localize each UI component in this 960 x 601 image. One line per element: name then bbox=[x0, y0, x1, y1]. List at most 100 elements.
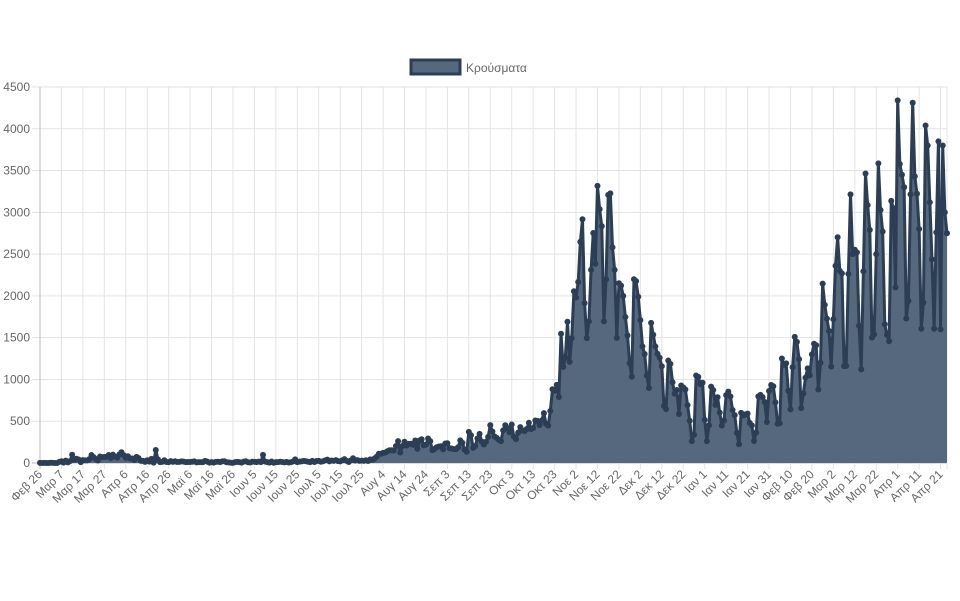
data-point bbox=[796, 356, 803, 363]
data-point bbox=[656, 354, 663, 361]
data-point bbox=[444, 440, 451, 447]
data-point bbox=[639, 343, 646, 350]
data-point bbox=[886, 338, 893, 345]
data-point bbox=[712, 401, 719, 408]
data-point bbox=[920, 299, 927, 306]
data-point bbox=[898, 171, 905, 178]
data-point bbox=[753, 429, 760, 436]
data-point bbox=[858, 366, 865, 373]
data-point bbox=[545, 422, 552, 429]
data-point bbox=[834, 234, 841, 241]
data-point bbox=[821, 301, 828, 308]
data-point bbox=[744, 410, 751, 417]
data-point bbox=[603, 276, 610, 283]
data-point bbox=[905, 297, 912, 304]
data-point bbox=[826, 327, 833, 334]
data-point bbox=[675, 411, 682, 418]
data-point bbox=[583, 335, 590, 342]
data-point bbox=[862, 170, 869, 177]
data-point bbox=[607, 190, 614, 197]
data-point bbox=[939, 142, 946, 149]
y-axis: 0 500 1000 1500 2000 2500 3000 3500 4000 4500 bbox=[3, 80, 30, 470]
data-point bbox=[152, 446, 159, 453]
data-point bbox=[150, 459, 157, 466]
data-point bbox=[581, 300, 588, 307]
data-point bbox=[508, 421, 515, 428]
data-point bbox=[881, 321, 888, 328]
data-point bbox=[476, 430, 483, 437]
data-point bbox=[830, 316, 837, 323]
data-point bbox=[725, 388, 732, 395]
data-point bbox=[731, 412, 738, 419]
data-point bbox=[663, 406, 670, 413]
data-point bbox=[944, 230, 950, 237]
data-point bbox=[727, 393, 734, 400]
data-point bbox=[489, 428, 496, 435]
data-point bbox=[525, 419, 532, 426]
data-point bbox=[611, 266, 618, 273]
data-point bbox=[483, 438, 489, 445]
data-point bbox=[853, 249, 860, 256]
data-point bbox=[392, 443, 399, 450]
data-point bbox=[467, 432, 474, 439]
data-point bbox=[733, 429, 740, 436]
data-point bbox=[637, 317, 644, 324]
data-point bbox=[558, 330, 565, 337]
data-point bbox=[888, 197, 895, 204]
data-point bbox=[815, 386, 822, 393]
data-point bbox=[785, 387, 792, 394]
area-fill bbox=[40, 100, 947, 464]
legend[interactable]: Κρούσματα bbox=[409, 58, 527, 76]
y-tick-label: 1500 bbox=[3, 331, 30, 345]
data-point bbox=[791, 333, 798, 340]
data-point bbox=[890, 205, 897, 212]
data-point bbox=[761, 399, 768, 405]
data-point bbox=[903, 315, 910, 322]
data-point bbox=[763, 419, 770, 426]
data-point bbox=[896, 160, 903, 167]
data-point bbox=[793, 338, 800, 345]
data-point bbox=[931, 325, 938, 332]
data-point bbox=[695, 373, 702, 380]
data-point bbox=[798, 405, 805, 412]
data-point bbox=[474, 435, 481, 442]
data-point bbox=[892, 284, 899, 291]
data-point bbox=[718, 422, 725, 429]
data-point bbox=[418, 436, 425, 443]
data-point bbox=[530, 424, 537, 431]
data-point bbox=[472, 443, 479, 450]
data-point bbox=[658, 363, 665, 370]
data-point bbox=[710, 387, 717, 394]
data-point bbox=[650, 331, 657, 338]
y-tick-label: 2500 bbox=[3, 247, 30, 261]
data-point bbox=[573, 294, 580, 301]
data-point bbox=[585, 318, 592, 325]
data-point bbox=[566, 358, 573, 365]
data-point bbox=[714, 394, 721, 401]
data-point bbox=[575, 279, 582, 286]
data-point bbox=[913, 190, 920, 197]
data-point bbox=[770, 383, 777, 390]
data-point bbox=[390, 447, 397, 454]
data-point bbox=[633, 278, 640, 285]
data-point bbox=[600, 318, 607, 325]
data-point bbox=[440, 446, 447, 453]
y-tick-label: 3500 bbox=[3, 164, 30, 178]
data-point bbox=[645, 385, 652, 392]
data-point bbox=[523, 425, 530, 432]
data-point bbox=[594, 182, 601, 189]
data-point bbox=[823, 315, 830, 322]
data-point bbox=[513, 436, 520, 443]
y-tick-label: 4500 bbox=[3, 80, 30, 94]
data-point bbox=[641, 351, 648, 358]
data-point bbox=[703, 438, 710, 445]
data-point bbox=[609, 244, 616, 251]
data-point bbox=[562, 354, 569, 361]
data-point bbox=[918, 325, 925, 332]
data-point bbox=[860, 268, 867, 275]
data-point bbox=[705, 422, 712, 429]
data-point bbox=[759, 394, 766, 401]
data-point bbox=[838, 270, 845, 277]
